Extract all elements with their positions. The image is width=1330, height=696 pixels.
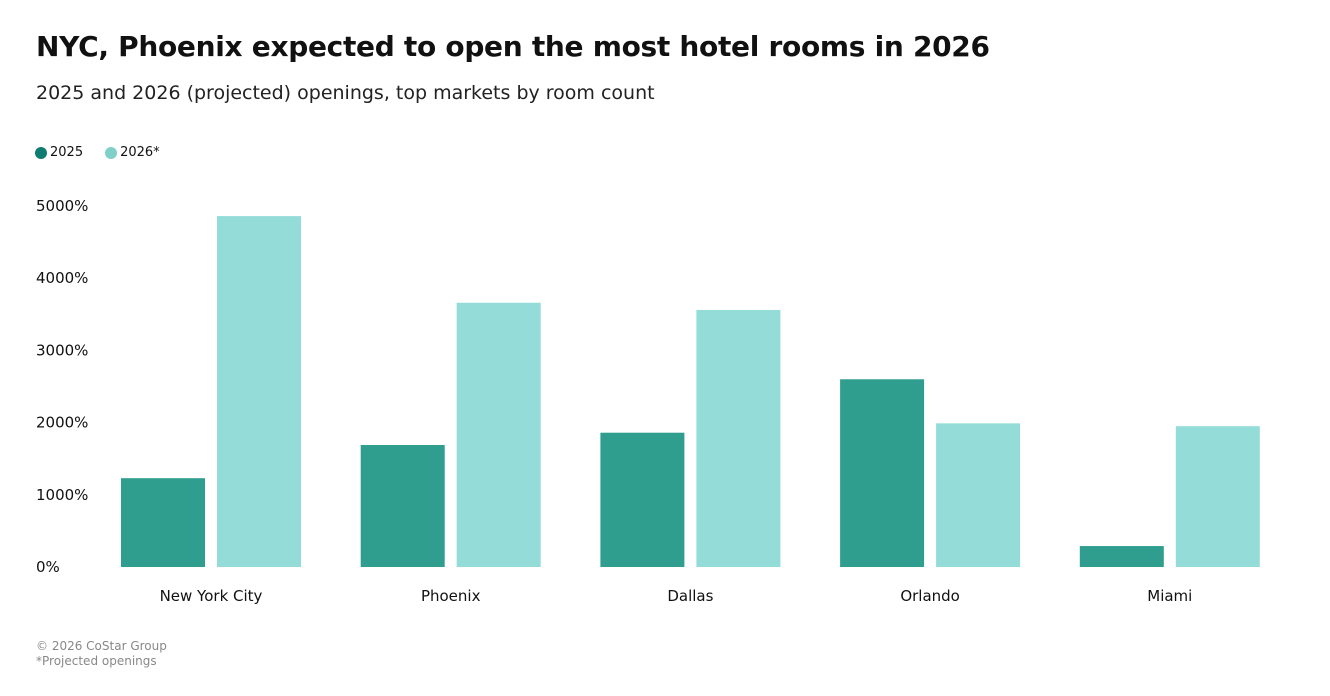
x-tick-label: Orlando: [900, 587, 960, 605]
x-tick-label: New York City: [160, 587, 263, 605]
bar-2026-phoenix: [456, 302, 541, 567]
footer: © 2026 CoStar Group *Projected openings: [36, 639, 167, 669]
y-tick-label: 0%: [36, 558, 60, 576]
y-tick-label: 5000%: [36, 197, 88, 215]
legend-item-2025: 2025: [35, 145, 83, 160]
copyright: © 2026 CoStar Group: [36, 639, 167, 653]
y-tick-label: 2000%: [36, 414, 88, 432]
legend-swatch-2025: [35, 146, 47, 159]
y-tick-label: 3000%: [36, 341, 88, 359]
bar-2025-dallas: [600, 432, 685, 567]
x-tick-label: Dallas: [667, 587, 713, 605]
bar-2026-miami: [1175, 426, 1260, 567]
x-tick-label: Miami: [1147, 587, 1192, 605]
bar-2026-dallas: [696, 309, 781, 567]
bar-2025-orlando: [840, 379, 925, 567]
bar-2025-miami: [1079, 546, 1164, 567]
bar-2026-new-york-city: [217, 216, 301, 567]
legend-swatch-2026: [105, 146, 118, 159]
bar-2025-phoenix: [360, 444, 445, 567]
y-tick-label: 1000%: [36, 486, 88, 504]
chart-subtitle: 2025 and 2026 (projected) openings, top …: [36, 82, 655, 104]
footnote: *Projected openings: [36, 654, 157, 668]
legend-label-2026: 2026*: [120, 145, 160, 160]
legend: 2025 2026*: [35, 145, 160, 160]
chart-title: NYC, Phoenix expected to open the most h…: [36, 30, 990, 63]
bar-2025-new-york-city: [121, 478, 205, 567]
legend-label-2025: 2025: [50, 145, 84, 160]
bar-2026-orlando: [936, 423, 1021, 567]
y-tick-label: 4000%: [36, 269, 88, 287]
legend-item-2026: 2026*: [105, 145, 160, 160]
x-tick-label: Phoenix: [421, 587, 481, 605]
